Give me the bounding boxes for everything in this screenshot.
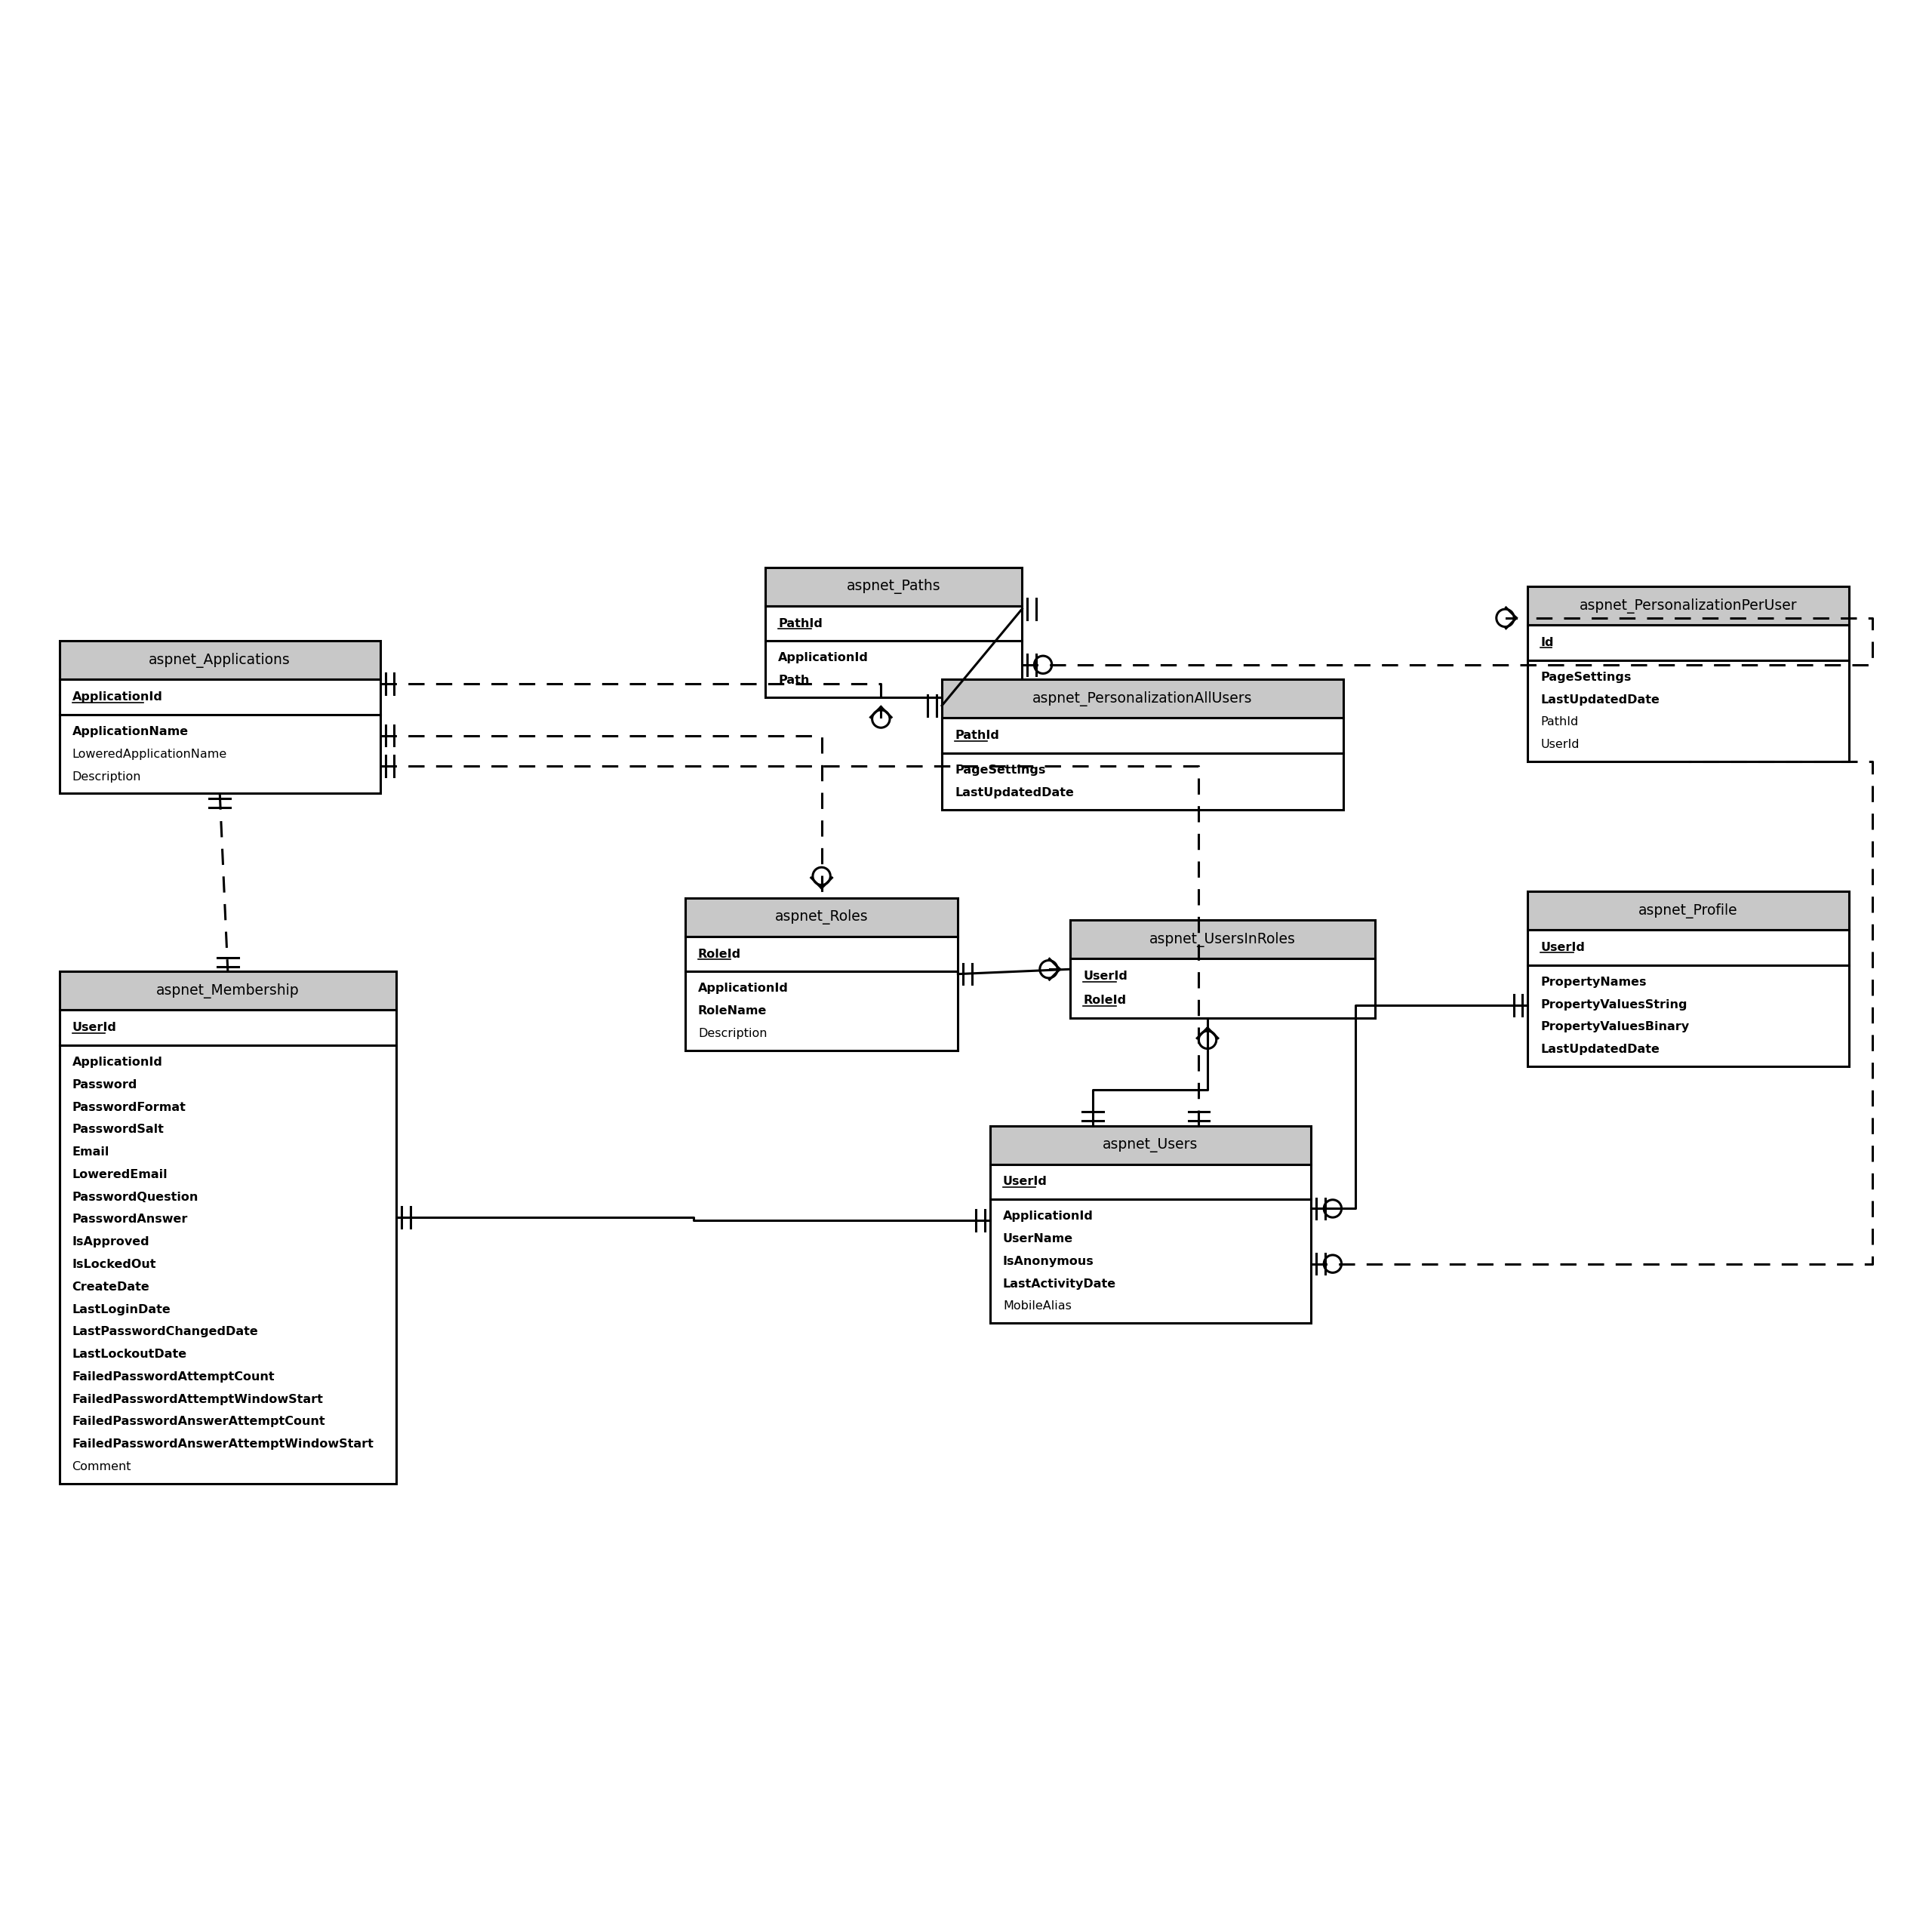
Text: LoweredApplicationName: LoweredApplicationName — [71, 748, 228, 759]
Text: ApplicationId: ApplicationId — [697, 983, 788, 995]
Text: Password: Password — [71, 1080, 137, 1090]
Bar — [765, 568, 1022, 607]
Bar — [1528, 624, 1849, 661]
Text: RoleId: RoleId — [1084, 995, 1126, 1007]
Text: PageSettings: PageSettings — [954, 765, 1045, 777]
Bar — [686, 972, 958, 1051]
Text: LastPasswordChangedDate: LastPasswordChangedDate — [71, 1325, 259, 1337]
Bar — [60, 641, 381, 680]
Text: PathId: PathId — [954, 730, 999, 742]
Text: UserId: UserId — [1540, 943, 1584, 952]
Bar — [943, 680, 1343, 719]
Bar — [1528, 966, 1849, 1066]
Text: aspnet_PersonalizationAllUsers: aspnet_PersonalizationAllUsers — [1032, 692, 1252, 707]
Text: PasswordQuestion: PasswordQuestion — [71, 1192, 199, 1204]
Bar — [943, 719, 1343, 753]
Text: PropertyValuesBinary: PropertyValuesBinary — [1540, 1022, 1689, 1032]
Text: Email: Email — [71, 1146, 110, 1157]
Text: LastLoginDate: LastLoginDate — [71, 1304, 170, 1316]
Text: LoweredEmail: LoweredEmail — [71, 1169, 168, 1180]
Text: aspnet_Users: aspnet_Users — [1103, 1138, 1198, 1151]
Text: aspnet_Membership: aspnet_Membership — [156, 983, 299, 999]
Text: PasswordFormat: PasswordFormat — [71, 1101, 185, 1113]
Bar — [943, 753, 1343, 810]
Text: MobileAlias: MobileAlias — [1003, 1300, 1072, 1312]
Text: PropertyValuesString: PropertyValuesString — [1540, 999, 1687, 1010]
Text: LastUpdatedDate: LastUpdatedDate — [1540, 1043, 1660, 1055]
Text: UserId: UserId — [1540, 738, 1578, 750]
Bar — [1528, 587, 1849, 624]
Text: UserId: UserId — [1003, 1177, 1047, 1188]
Bar — [1070, 920, 1376, 958]
Text: PasswordAnswer: PasswordAnswer — [71, 1213, 187, 1225]
Bar — [60, 972, 396, 1010]
Text: Description: Description — [71, 771, 141, 782]
Text: aspnet_Roles: aspnet_Roles — [775, 910, 867, 925]
Bar — [60, 1010, 396, 1045]
Text: PathId: PathId — [779, 618, 823, 630]
Text: LastUpdatedDate: LastUpdatedDate — [1540, 694, 1660, 705]
Bar — [989, 1165, 1312, 1200]
Text: IsApproved: IsApproved — [71, 1236, 149, 1248]
Text: IsAnonymous: IsAnonymous — [1003, 1256, 1094, 1267]
Text: CreateDate: CreateDate — [71, 1281, 149, 1293]
Text: UserName: UserName — [1003, 1233, 1072, 1244]
Text: RoleId: RoleId — [697, 949, 742, 960]
Text: PropertyNames: PropertyNames — [1540, 976, 1646, 987]
Text: aspnet_PersonalizationPerUser: aspnet_PersonalizationPerUser — [1578, 599, 1797, 612]
Bar — [60, 715, 381, 794]
Text: UserId: UserId — [1084, 970, 1128, 981]
Bar — [989, 1200, 1312, 1323]
Bar — [60, 680, 381, 715]
Bar — [765, 607, 1022, 641]
Text: Id: Id — [1540, 638, 1553, 649]
Text: FailedPasswordAttemptWindowStart: FailedPasswordAttemptWindowStart — [71, 1393, 323, 1405]
Bar — [686, 937, 958, 972]
Text: FailedPasswordAttemptCount: FailedPasswordAttemptCount — [71, 1372, 274, 1383]
Bar — [1528, 929, 1849, 966]
Text: ApplicationId: ApplicationId — [1003, 1211, 1094, 1223]
Text: ApplicationId: ApplicationId — [71, 1057, 162, 1068]
Text: LastUpdatedDate: LastUpdatedDate — [954, 786, 1074, 798]
Text: UserId: UserId — [71, 1022, 116, 1034]
Text: RoleName: RoleName — [697, 1005, 767, 1016]
Text: Comment: Comment — [71, 1461, 131, 1472]
Text: PathId: PathId — [1540, 717, 1578, 728]
Text: LastLockoutDate: LastLockoutDate — [71, 1349, 187, 1360]
Text: FailedPasswordAnswerAttemptWindowStart: FailedPasswordAnswerAttemptWindowStart — [71, 1439, 375, 1449]
Bar — [1528, 891, 1849, 929]
Text: FailedPasswordAnswerAttemptCount: FailedPasswordAnswerAttemptCount — [71, 1416, 325, 1428]
Bar — [60, 1045, 396, 1484]
Bar — [989, 1126, 1312, 1165]
Text: Description: Description — [697, 1028, 767, 1039]
Text: PasswordSalt: PasswordSalt — [71, 1124, 164, 1136]
Text: LastActivityDate: LastActivityDate — [1003, 1279, 1117, 1289]
Text: aspnet_Applications: aspnet_Applications — [149, 653, 290, 668]
Text: ApplicationId: ApplicationId — [71, 692, 162, 703]
Text: Path: Path — [779, 674, 810, 686]
Text: IsLockedOut: IsLockedOut — [71, 1260, 156, 1269]
Bar — [686, 898, 958, 937]
Bar — [1070, 958, 1376, 1018]
Text: ApplicationName: ApplicationName — [71, 726, 189, 738]
Text: PageSettings: PageSettings — [1540, 672, 1631, 682]
Text: aspnet_Paths: aspnet_Paths — [846, 580, 941, 593]
Text: aspnet_UsersInRoles: aspnet_UsersInRoles — [1150, 931, 1296, 947]
Text: ApplicationId: ApplicationId — [779, 653, 869, 663]
Bar — [1528, 661, 1849, 761]
Text: aspnet_Profile: aspnet_Profile — [1638, 902, 1737, 918]
Bar — [765, 641, 1022, 697]
